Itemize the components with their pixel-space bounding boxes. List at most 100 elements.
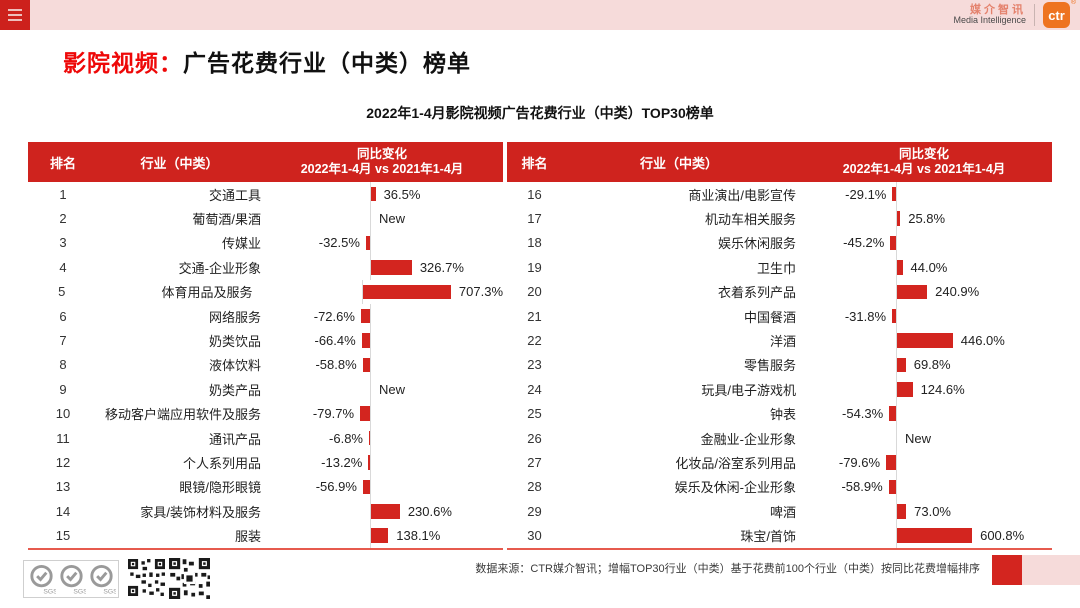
industry-cell: 娱乐休闲服务 — [717, 236, 796, 252]
positive-value-label: 69.8% — [913, 357, 951, 373]
footer-red-square — [992, 555, 1022, 585]
header-rank: 排名 — [49, 155, 76, 171]
negative-zone: -58.8% — [261, 353, 370, 377]
rank-cell: 20 — [527, 284, 542, 300]
negative-value-label: -58.9% — [841, 479, 883, 495]
table-row: 13 眼镜/隐形眼镜 -56.9% — [28, 474, 503, 500]
positive-value-label: New — [379, 211, 406, 227]
table-row: 14 家具/装饰材料及服务 230.6% — [28, 499, 503, 524]
header-change: 同比变化 2022年1-4月 vs 2021年1-4月 — [261, 147, 503, 177]
industry-cell: 洋酒 — [769, 334, 796, 350]
rank-cell: 4 — [59, 259, 67, 275]
positive-zone — [896, 182, 1052, 207]
rank-table-1-15: 排名 行业（中类） 同比变化 2022年1-4月 vs 2021年1-4月 1 … — [28, 142, 503, 550]
rank-cell: 13 — [55, 479, 71, 495]
table-row: 20 衣着系列产品 240.9% — [507, 279, 1052, 304]
change-cell: 326.7% — [261, 255, 503, 280]
table-row: 10 移动客户端应用软件及服务 -79.7% — [28, 401, 503, 426]
positive-value-label: New — [905, 430, 932, 446]
hamburger-icon — [8, 9, 22, 21]
table-row: 17 机动车相关服务 25.8% — [507, 206, 1052, 231]
industry-cell: 衣着系列产品 — [717, 285, 796, 301]
negative-value-label: -6.8% — [329, 430, 363, 446]
negative-zone — [796, 426, 896, 450]
negative-zone — [796, 499, 896, 523]
table-row: 18 娱乐休闲服务 -45.2% — [507, 230, 1052, 256]
positive-zone: 240.9% — [896, 279, 1052, 304]
negative-value-label: -54.3% — [842, 406, 884, 422]
positive-bar — [897, 357, 906, 373]
table-header: 排名 行业（中类） 同比变化 2022年1-4月 vs 2021年1-4月 — [507, 142, 1052, 182]
table-row: 1 交通工具 36.5% — [28, 182, 503, 207]
rank-cell: 26 — [527, 430, 542, 446]
menu-button[interactable] — [0, 0, 30, 30]
positive-zone — [370, 401, 503, 426]
industry-cell: 娱乐及休闲-企业形象 — [674, 480, 796, 496]
positive-zone: 326.7% — [370, 255, 503, 280]
negative-zone — [261, 523, 370, 547]
industry-cell: 金融业-企业形象 — [700, 431, 796, 447]
change-cell: New — [261, 377, 503, 402]
industry-cell: 家具/装饰材料及服务 — [140, 504, 261, 520]
positive-zone: 36.5% — [370, 182, 503, 207]
table-header: 排名 行业（中类） 同比变化 2022年1-4月 vs 2021年1-4月 — [28, 142, 503, 182]
rank-cell: 10 — [55, 406, 71, 422]
positive-bar — [897, 504, 907, 519]
table-row: 4 交通-企业形象 326.7% — [28, 255, 503, 280]
negative-zone: -54.3% — [796, 402, 896, 426]
header-industry: 行业（中类） — [140, 155, 219, 171]
industry-cell: 体育用品及服务 — [161, 285, 253, 301]
brand-name-en: Media Intelligence — [953, 15, 1026, 26]
positive-zone — [896, 474, 1052, 500]
negative-value-label: -45.2% — [843, 235, 885, 251]
industry-cell: 交通工具 — [208, 187, 261, 203]
header-change-line1: 同比变化 — [898, 147, 949, 161]
negative-zone: -58.9% — [796, 475, 896, 499]
positive-bar — [371, 504, 400, 519]
negative-zone — [796, 280, 896, 304]
industry-cell: 机动车相关服务 — [704, 212, 796, 228]
negative-value-label: -13.2% — [321, 454, 363, 470]
industry-cell: 玩具/电子游戏机 — [701, 382, 796, 398]
industry-cell: 奶类产品 — [208, 382, 261, 398]
industry-cell: 个人系列用品 — [182, 455, 261, 471]
industry-cell: 服装 — [234, 529, 261, 545]
change-cell: -31.8% — [796, 303, 1052, 329]
change-cell: 124.6% — [796, 377, 1052, 402]
negative-bar — [889, 406, 896, 421]
rank-cell: 25 — [527, 406, 542, 422]
svg-text:SGS: SGS — [103, 589, 116, 596]
positive-zone: New — [370, 206, 503, 231]
positive-bar — [897, 333, 953, 348]
positive-zone — [896, 303, 1052, 329]
change-cell: New — [796, 425, 1052, 451]
change-cell: 25.8% — [796, 206, 1052, 231]
negative-zone — [261, 499, 370, 523]
negative-value-label: -58.8% — [315, 357, 357, 373]
positive-value-label: 240.9% — [935, 284, 980, 300]
page-title-rest: 广告花费行业（中类）榜单 — [183, 50, 471, 76]
negative-zone: -79.6% — [796, 450, 896, 474]
table-row: 2 葡萄酒/果酒 New — [28, 206, 503, 231]
header-change: 同比变化 2022年1-4月 vs 2021年1-4月 — [796, 147, 1052, 177]
table-row: 26 金融业-企业形象 New — [507, 425, 1052, 451]
change-cell: 69.8% — [796, 352, 1052, 378]
rank-cell: 15 — [55, 528, 71, 544]
positive-value-label: 707.3% — [458, 284, 503, 300]
page-title-highlight: 影院视频： — [63, 50, 183, 76]
table-row: 21 中国餐酒 -31.8% — [507, 303, 1052, 329]
header-change-line2: 2022年1-4月 vs 2021年1-4月 — [842, 162, 1006, 176]
rank-cell: 17 — [527, 211, 542, 227]
positive-value-label: 73.0% — [914, 503, 951, 519]
table-row: 23 零售服务 69.8% — [507, 352, 1052, 378]
table-row: 19 卫生巾 44.0% — [507, 255, 1052, 280]
negative-zone — [796, 328, 896, 352]
negative-bar — [369, 430, 370, 446]
positive-bar — [897, 284, 928, 299]
rank-cell: 7 — [59, 333, 67, 349]
header-industry: 行业（中类） — [639, 155, 718, 171]
negative-zone: -66.4% — [261, 328, 370, 352]
negative-zone: -29.1% — [796, 182, 896, 206]
positive-zone — [896, 450, 1052, 475]
industry-cell: 零售服务 — [743, 358, 796, 374]
